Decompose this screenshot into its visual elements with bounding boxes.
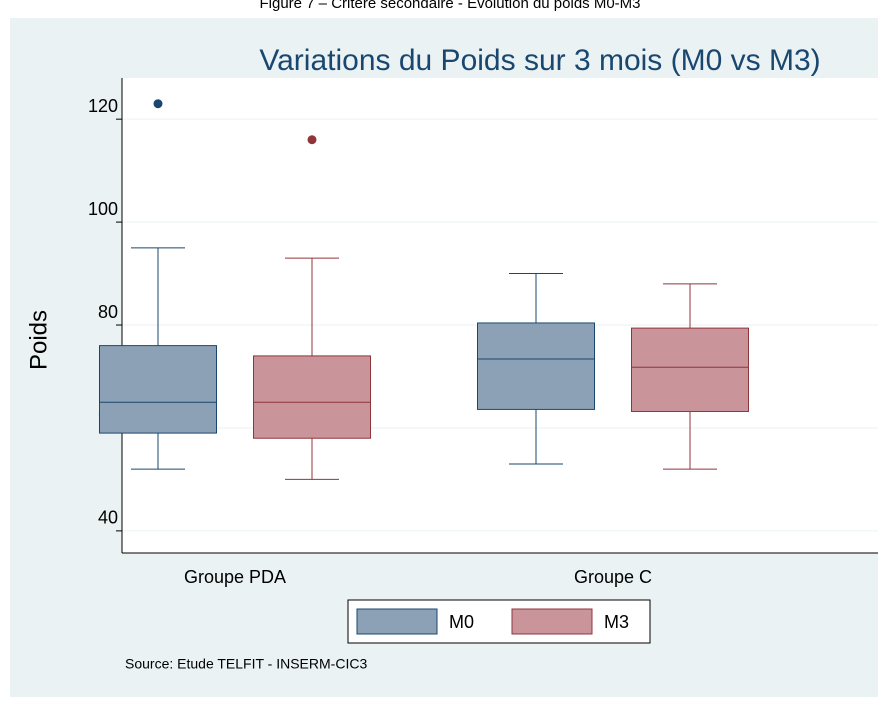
legend-swatch <box>356 608 438 635</box>
chart-title: Variations du Poids sur 3 mois (M0 vs M3… <box>259 44 820 77</box>
legend-swatch <box>511 608 593 635</box>
x-tick-label: Groupe C <box>574 567 652 587</box>
box <box>253 355 371 439</box>
box <box>477 322 595 410</box>
caption: Figure 7 – Critère secondaire - Evolutio… <box>259 0 640 12</box>
outlier <box>153 99 163 109</box>
box <box>99 345 217 434</box>
y-tick-label: 40 <box>98 508 118 528</box>
y-tick-label: 120 <box>88 96 118 116</box>
outlier <box>307 135 317 145</box>
y-axis-label: Poids <box>25 310 52 370</box>
legend-label: M0 <box>449 612 474 632</box>
source: Source: Etude TELFIT - INSERM-CIC3 <box>125 656 367 672</box>
plot-area <box>122 78 878 553</box>
box <box>631 327 749 412</box>
x-tick-label: Groupe PDA <box>184 567 286 587</box>
y-tick-label: 100 <box>88 199 118 219</box>
legend-label: M3 <box>604 612 629 632</box>
y-tick-label: 80 <box>98 302 118 322</box>
